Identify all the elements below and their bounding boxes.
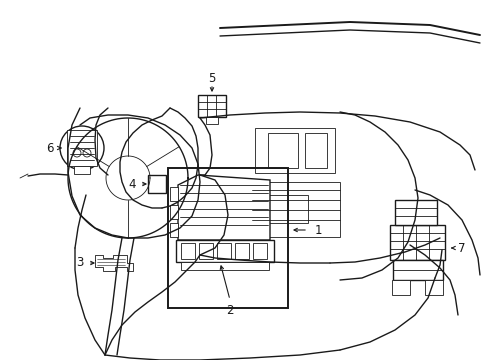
Bar xyxy=(267,133,297,168)
Bar xyxy=(217,243,230,259)
Text: 1: 1 xyxy=(314,224,321,237)
Bar xyxy=(148,175,165,193)
Bar xyxy=(67,130,97,166)
Bar xyxy=(205,117,218,124)
Circle shape xyxy=(60,126,104,170)
Bar xyxy=(198,95,225,117)
Bar xyxy=(394,200,436,225)
Bar xyxy=(424,280,442,295)
Bar xyxy=(305,133,326,168)
Text: 3: 3 xyxy=(76,256,83,270)
Bar xyxy=(391,280,409,295)
Bar xyxy=(254,128,334,173)
Bar xyxy=(392,260,442,280)
Bar xyxy=(235,243,248,259)
Bar xyxy=(251,182,339,237)
Text: 7: 7 xyxy=(457,242,465,255)
Text: 6: 6 xyxy=(46,141,54,154)
Bar xyxy=(176,240,273,262)
Bar xyxy=(389,225,444,260)
Text: 4: 4 xyxy=(128,177,136,190)
Text: 2: 2 xyxy=(226,303,233,316)
Bar xyxy=(170,223,178,237)
Bar xyxy=(199,243,213,259)
Bar xyxy=(181,243,195,259)
Bar xyxy=(252,243,266,259)
Polygon shape xyxy=(74,166,90,174)
Text: 5: 5 xyxy=(208,72,215,85)
Bar xyxy=(181,262,268,270)
Bar xyxy=(168,168,287,308)
Bar xyxy=(258,195,307,223)
Bar xyxy=(170,205,178,219)
Bar xyxy=(170,187,178,201)
Polygon shape xyxy=(178,175,269,240)
